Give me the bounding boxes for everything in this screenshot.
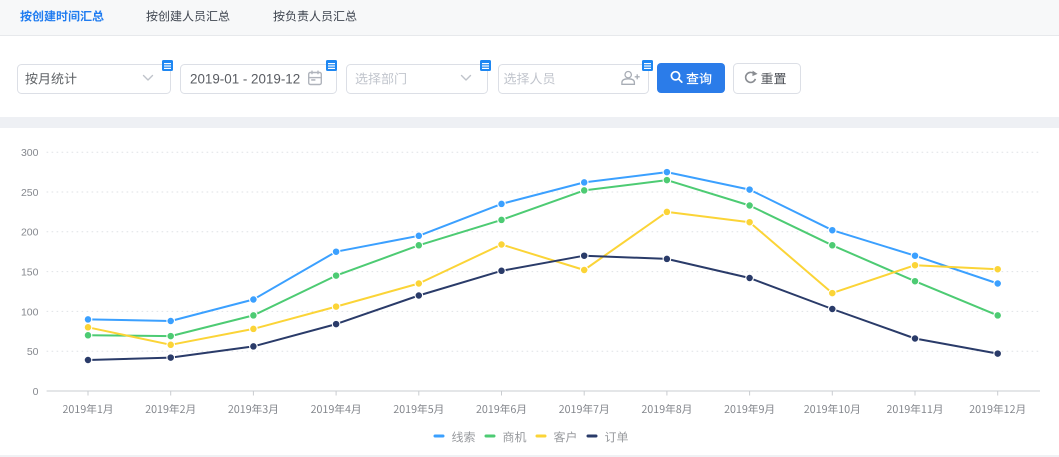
svg-text:300: 300: [21, 147, 39, 159]
svg-text:150: 150: [21, 267, 39, 279]
svg-text:200: 200: [21, 227, 39, 239]
svg-text:250: 250: [21, 187, 39, 199]
svg-text:2019-01 - 2019-12: 2019-01 - 2019-12: [190, 72, 300, 87]
svg-text:100: 100: [21, 306, 39, 318]
svg-text:0: 0: [33, 386, 39, 398]
svg-text:50: 50: [27, 346, 39, 358]
